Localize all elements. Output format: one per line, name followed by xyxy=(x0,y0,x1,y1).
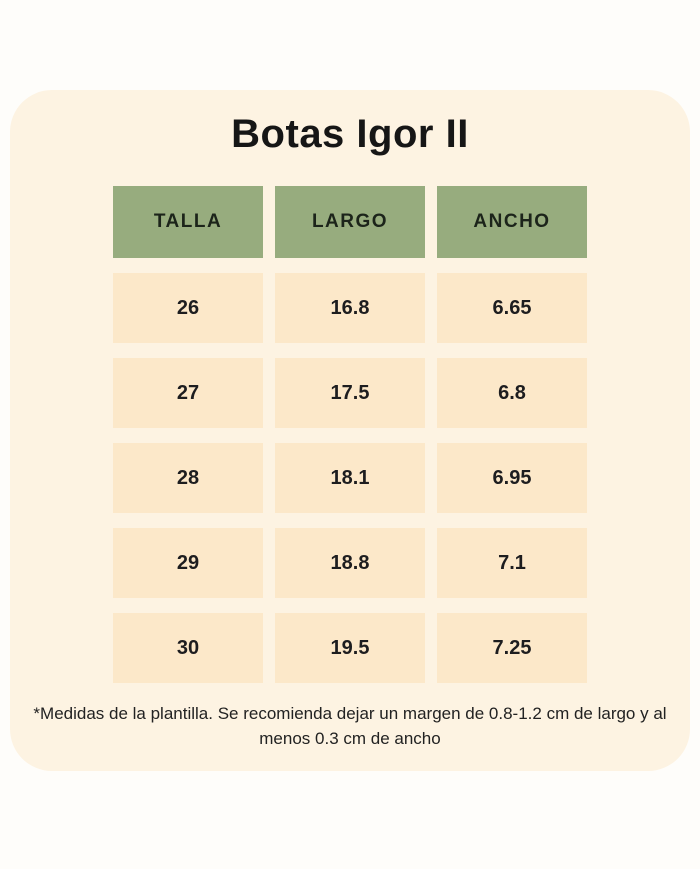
footnote-text: *Medidas de la plantilla. Se recomienda … xyxy=(33,704,667,748)
table-cell: 6.65 xyxy=(437,273,587,343)
table-cell: 6.8 xyxy=(437,358,587,428)
table-cell: 6.95 xyxy=(437,443,587,513)
table-cell: 27 xyxy=(113,358,263,428)
size-table: TALLA LARGO ANCHO 26 16.8 6.65 27 17.5 6.8 28 18.1… xyxy=(113,186,587,683)
table-header-largo: LARGO xyxy=(275,186,425,258)
table-cell: 26 xyxy=(113,273,263,343)
table-cell: 30 xyxy=(113,613,263,683)
table-cell: 18.1 xyxy=(275,443,425,513)
table-cell: 7.1 xyxy=(437,528,587,598)
table-header-ancho: ANCHO xyxy=(437,186,587,258)
table-cell: 29 xyxy=(113,528,263,598)
table-cell: 16.8 xyxy=(275,273,425,343)
table-cell: 17.5 xyxy=(275,358,425,428)
table-header-talla: TALLA xyxy=(113,186,263,258)
size-chart-card: Botas Igor II TALLA LARGO ANCHO 26 16.8 6.65 2… xyxy=(10,90,690,771)
table-cell: 28 xyxy=(113,443,263,513)
table-cell: 18.8 xyxy=(275,528,425,598)
table-cell: 19.5 xyxy=(275,613,425,683)
page-title: Botas Igor II xyxy=(231,112,469,156)
table-cell: 7.25 xyxy=(437,613,587,683)
